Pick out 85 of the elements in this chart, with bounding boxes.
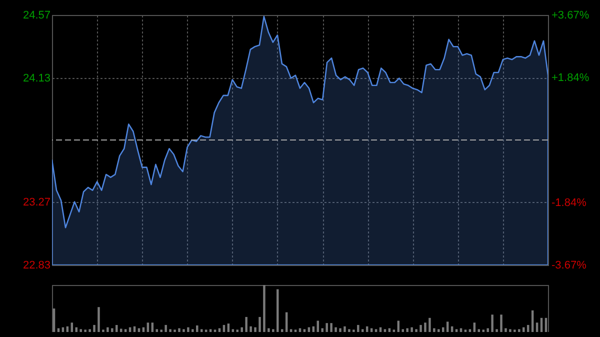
bar <box>303 329 306 332</box>
bar <box>344 326 346 332</box>
bar <box>232 329 234 332</box>
bar <box>263 285 266 332</box>
bar <box>330 323 332 332</box>
bar <box>57 328 60 332</box>
bar <box>290 329 292 332</box>
y2-tick-label: -1.84% <box>552 197 587 210</box>
bar <box>80 329 82 332</box>
bar <box>357 324 360 332</box>
bar <box>491 314 494 332</box>
bar <box>334 327 337 332</box>
bar <box>192 329 194 332</box>
bar <box>151 322 154 332</box>
bar <box>348 329 350 332</box>
bar <box>374 329 378 332</box>
bar <box>93 324 96 332</box>
y2-tick-label: +1.84% <box>552 72 590 84</box>
bar <box>298 328 302 332</box>
bar <box>280 329 284 332</box>
bar <box>240 327 243 332</box>
bar <box>509 329 512 332</box>
bar <box>196 325 198 332</box>
bar <box>120 328 122 332</box>
bar <box>254 327 256 332</box>
bar <box>433 328 436 332</box>
bar <box>397 320 400 332</box>
bar <box>182 329 185 332</box>
y-tick-label: 24.13 <box>22 72 50 85</box>
bar <box>272 329 274 332</box>
bar <box>258 316 261 332</box>
bar <box>370 328 373 332</box>
bar <box>70 322 74 332</box>
bar <box>496 329 498 332</box>
bar <box>424 322 426 332</box>
bar <box>500 314 502 332</box>
bar <box>52 308 56 332</box>
bar <box>415 329 418 332</box>
y-tick-label: 24.57 <box>22 10 50 22</box>
bar <box>164 324 167 332</box>
bar <box>138 328 140 332</box>
bar <box>88 329 91 332</box>
bar <box>316 320 320 332</box>
bar <box>446 322 449 332</box>
y2-tick-label: +3.67% <box>552 10 590 22</box>
bar <box>455 329 458 332</box>
bar <box>468 329 472 332</box>
bar <box>218 328 221 332</box>
bar <box>187 327 190 332</box>
bar <box>518 329 520 332</box>
bar <box>410 327 413 332</box>
bar <box>124 329 127 332</box>
bar <box>146 322 150 332</box>
bar <box>156 329 158 332</box>
y-tick-label: 23.27 <box>22 196 50 208</box>
bar <box>245 316 248 332</box>
bar <box>388 328 391 332</box>
bar <box>250 326 252 332</box>
bar <box>111 328 114 332</box>
bar <box>169 329 172 332</box>
bar <box>178 328 180 332</box>
bar <box>478 329 480 332</box>
bar <box>200 329 203 332</box>
bar <box>209 329 212 332</box>
bar <box>460 328 462 332</box>
bar <box>504 328 507 332</box>
bar <box>276 289 279 332</box>
y2-tick-label: -3.67% <box>552 260 587 272</box>
bar <box>473 322 476 332</box>
y-tick-label: 22.83 <box>22 260 50 272</box>
bar <box>268 328 270 332</box>
bar <box>326 323 328 332</box>
bar <box>106 327 109 332</box>
bar <box>384 329 386 332</box>
bar <box>321 328 324 332</box>
bar <box>420 324 422 332</box>
bar <box>339 328 342 332</box>
bar <box>406 328 408 332</box>
bar <box>536 322 538 332</box>
bar <box>428 318 431 332</box>
bar <box>98 307 100 332</box>
bar <box>361 329 364 332</box>
bar <box>438 329 440 332</box>
bar <box>486 328 489 332</box>
bar <box>402 329 404 332</box>
